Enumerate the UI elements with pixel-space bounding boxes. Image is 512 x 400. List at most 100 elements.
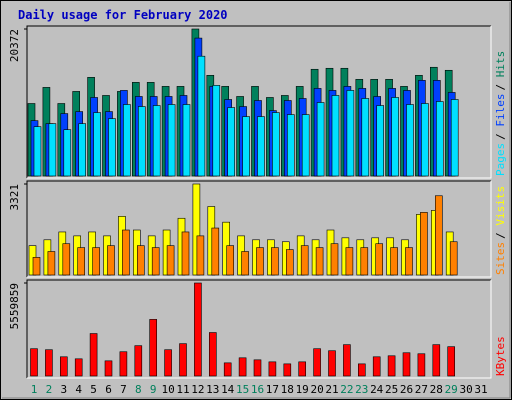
bar xyxy=(119,351,128,377)
bar xyxy=(372,356,381,377)
x-tick-label: 7 xyxy=(120,383,127,396)
bar xyxy=(375,243,384,276)
x-tick-label: 15 xyxy=(236,383,249,396)
legend: Sites / Visits xyxy=(494,186,507,275)
bar xyxy=(405,247,413,276)
x-tick-label: 17 xyxy=(266,383,279,396)
x-tick-label: 8 xyxy=(135,383,142,396)
bar xyxy=(192,183,201,276)
bar xyxy=(313,348,321,377)
bar xyxy=(343,344,351,377)
bar xyxy=(196,235,205,276)
legend: KBytes xyxy=(494,336,507,376)
bar xyxy=(78,123,86,177)
bar xyxy=(390,247,398,276)
bar xyxy=(238,357,247,377)
bar xyxy=(241,251,249,276)
x-tick-label: 12 xyxy=(191,383,204,396)
bar xyxy=(149,319,157,377)
bar xyxy=(316,102,325,177)
bar xyxy=(328,350,336,377)
bar xyxy=(226,245,234,276)
bar xyxy=(33,126,42,177)
panel-border xyxy=(26,25,491,178)
bar xyxy=(360,247,369,276)
x-tick-label: 26 xyxy=(400,383,413,396)
bar xyxy=(151,247,160,276)
bar xyxy=(104,360,113,377)
x-tick-label: 9 xyxy=(150,383,157,396)
bar xyxy=(387,355,396,377)
bar xyxy=(450,99,459,177)
bar xyxy=(391,97,399,177)
x-tick-label: 13 xyxy=(206,383,219,396)
bar xyxy=(32,257,41,276)
bar xyxy=(435,101,444,177)
legend-separator: / xyxy=(494,232,507,239)
bar xyxy=(357,363,366,377)
bar xyxy=(166,245,175,276)
bar xyxy=(138,106,146,177)
bar xyxy=(48,123,57,177)
bar xyxy=(209,332,217,377)
bar xyxy=(300,245,309,276)
x-tick-label: 1 xyxy=(31,383,38,396)
x-tick-label: 22 xyxy=(340,383,353,396)
bar xyxy=(242,116,250,177)
legend: Pages / Files / Hits xyxy=(494,51,507,176)
x-tick-label: 27 xyxy=(415,383,428,396)
bar xyxy=(77,247,85,276)
bar xyxy=(227,107,235,177)
bar xyxy=(92,247,100,276)
bar xyxy=(301,114,310,177)
bar xyxy=(432,344,441,377)
bar xyxy=(47,251,56,276)
y-tick-label: 5559859 xyxy=(8,283,21,329)
legend-entry: Sites xyxy=(494,242,507,275)
x-tick-label: 18 xyxy=(281,383,294,396)
x-tick-label: 20 xyxy=(310,383,323,396)
bar xyxy=(272,112,280,177)
bar xyxy=(45,349,53,377)
legend-entry: Visits xyxy=(494,186,507,226)
bar xyxy=(182,104,191,177)
chart-title: Daily usage for February 2020 xyxy=(18,8,228,22)
bar xyxy=(164,349,172,377)
bar xyxy=(134,345,143,377)
x-tick-label: 31 xyxy=(474,383,487,396)
x-tick-label: 4 xyxy=(75,383,82,396)
x-tick-label: 16 xyxy=(251,383,264,396)
bar xyxy=(167,104,176,177)
x-tick-label: 11 xyxy=(176,383,189,396)
bar xyxy=(63,129,72,177)
bar xyxy=(406,104,414,177)
bar xyxy=(315,247,324,276)
x-tick-label: 23 xyxy=(355,383,368,396)
panel-border xyxy=(27,26,492,179)
bar xyxy=(62,243,71,276)
x-tick-label: 14 xyxy=(221,383,235,396)
x-tick-label: 24 xyxy=(370,383,384,396)
bar xyxy=(179,343,187,377)
bar xyxy=(257,116,265,177)
x-tick-label: 3 xyxy=(60,383,67,396)
bar xyxy=(361,98,370,177)
bar xyxy=(298,361,307,377)
bar xyxy=(30,348,38,377)
bar xyxy=(194,282,202,377)
bar xyxy=(434,195,443,276)
legend-entry: Files xyxy=(494,94,507,127)
bar xyxy=(74,358,83,377)
bar xyxy=(271,247,279,276)
legend-entry: KBytes xyxy=(494,336,507,376)
y-tick-label: 20372 xyxy=(8,29,21,62)
bar xyxy=(152,105,161,177)
bar xyxy=(212,85,221,177)
panel-border xyxy=(26,279,491,378)
bar xyxy=(59,356,68,377)
bar xyxy=(286,114,295,177)
bar xyxy=(253,359,262,377)
bar xyxy=(447,346,456,377)
y-tick-label: 3321 xyxy=(8,184,21,211)
